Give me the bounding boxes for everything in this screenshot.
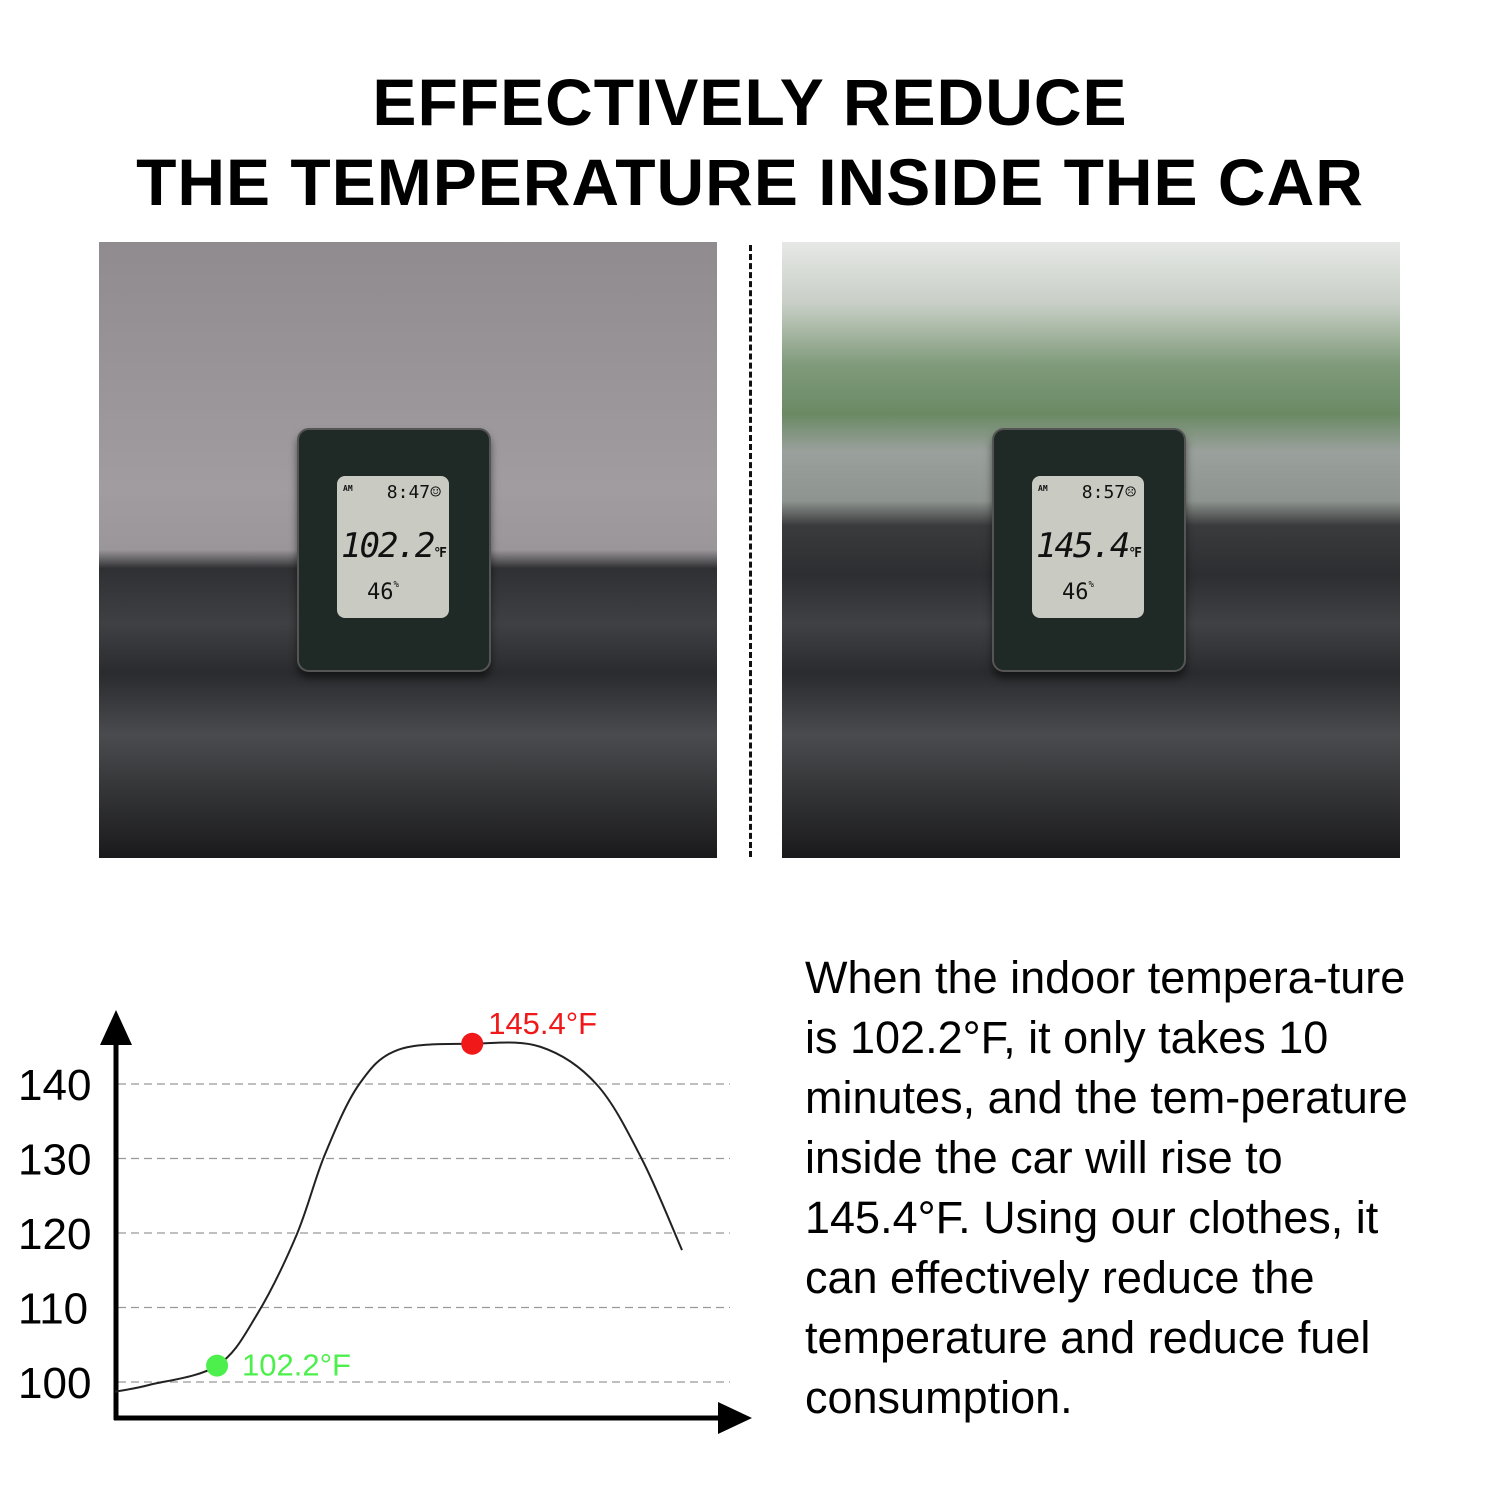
lcd-display: AM 8:57☹ 145.4°F 46%	[1032, 476, 1144, 618]
y-tick-label: 130	[18, 1136, 91, 1185]
humidity-readout: 46%	[1062, 580, 1094, 605]
y-tick-label: 110	[18, 1285, 88, 1334]
temperature-readout: 102.2°F	[341, 526, 447, 566]
y-tick-label: 120	[18, 1210, 91, 1259]
annotation-point	[206, 1354, 229, 1377]
smile-icon: ☺	[430, 482, 441, 503]
annotation-label: 102.2°F	[242, 1348, 351, 1383]
y-tick-label: 140	[18, 1061, 91, 1110]
y-axis-arrow-icon	[100, 1010, 132, 1045]
photo-after: AM 8:57☹ 145.4°F 46%	[782, 242, 1400, 858]
frown-icon: ☹	[1125, 482, 1136, 503]
description-text: When the indoor tempera-ture is 102.2°F,…	[805, 952, 1408, 1423]
y-tick-label: 100	[18, 1359, 91, 1408]
am-label: AM	[1038, 484, 1048, 493]
lcd-display: AM 8:47☺ 102.2°F 46%	[337, 476, 449, 618]
headline-line-1: EFFECTIVELY REDUCE	[372, 65, 1128, 139]
annotation-point	[461, 1032, 484, 1055]
temperature-curve	[114, 1041, 683, 1393]
x-axis-arrow-icon	[718, 1402, 752, 1434]
photo-before: AM 8:47☺ 102.2°F 46%	[99, 242, 717, 858]
thermometer: AM 8:57☹ 145.4°F 46%	[992, 428, 1186, 672]
temperature-readout: 145.4°F	[1036, 526, 1142, 566]
thermometer: AM 8:47☺ 102.2°F 46%	[297, 428, 491, 672]
divider	[749, 245, 752, 857]
temperature-chart: 100 110 120 130 140 102.2°F 145.4°F	[18, 1006, 752, 1434]
time-readout: 8:57☹	[1081, 482, 1136, 503]
humidity-readout: 46%	[367, 580, 399, 605]
headline-line-2: THE TEMPERATURE INSIDE THE CAR	[136, 145, 1364, 219]
annotation-label: 145.4°F	[488, 1006, 597, 1041]
time-readout: 8:47☺	[386, 482, 441, 503]
am-label: AM	[343, 484, 353, 493]
